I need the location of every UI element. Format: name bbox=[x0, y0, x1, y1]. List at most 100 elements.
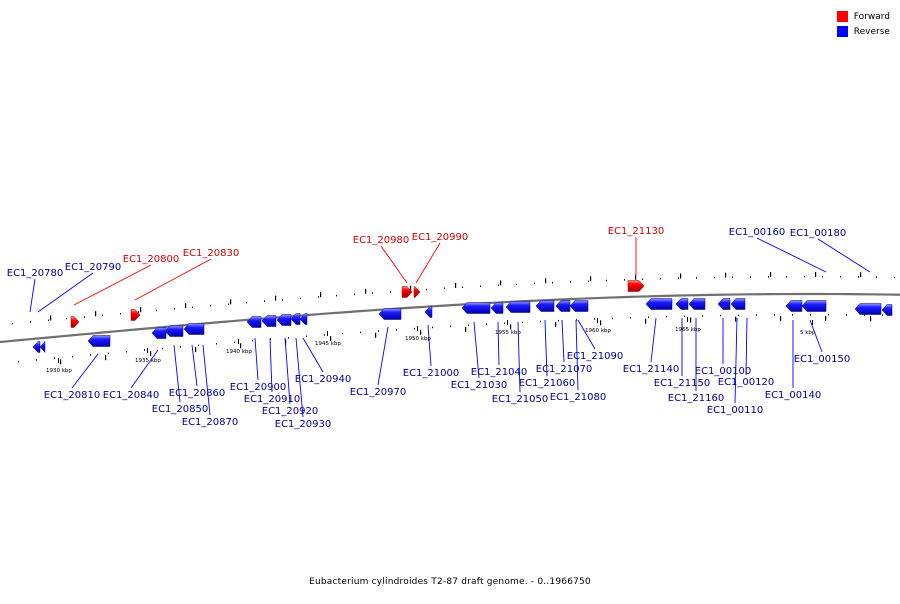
scale-label: 5 kbp bbox=[800, 330, 816, 336]
minor-tick-top bbox=[840, 276, 841, 278]
major-tick-top bbox=[860, 272, 862, 278]
reverse-gene-label: EC1_21060 bbox=[519, 378, 575, 389]
minor-tick-bottom bbox=[54, 357, 55, 360]
reverse-gene-label: EC1_20860 bbox=[169, 388, 225, 399]
reverse-gene-label: EC1_21030 bbox=[451, 380, 507, 391]
minor-tick-bottom bbox=[72, 355, 73, 358]
reverse-leader-line bbox=[650, 317, 657, 363]
reverse-gene bbox=[378, 308, 402, 320]
minor-tick-top bbox=[390, 291, 391, 293]
minor-tick-bottom bbox=[684, 315, 685, 318]
minor-tick-top bbox=[570, 281, 571, 283]
minor-tick-bottom bbox=[630, 317, 631, 319]
forward-gene bbox=[70, 316, 80, 328]
minor-tick-top bbox=[120, 312, 121, 315]
legend-label-forward: Forward bbox=[853, 11, 890, 22]
scale-tick bbox=[812, 320, 813, 325]
genome-caption: Eubacterium cylindroides T2-87 draft gen… bbox=[309, 577, 591, 587]
reverse-gene bbox=[555, 300, 571, 312]
reverse-gene-label: EC1_21070 bbox=[536, 364, 592, 375]
reverse-leader-line bbox=[575, 319, 579, 391]
legend-label-reverse: Reverse bbox=[853, 26, 890, 37]
forward-gene-label: EC1_20830 bbox=[183, 248, 239, 259]
scale-label: 1960 kbp bbox=[585, 328, 611, 334]
reverse-gene-label: EC1_20940 bbox=[295, 374, 351, 385]
minor-tick-bottom bbox=[468, 324, 469, 327]
minor-tick-bottom bbox=[360, 331, 361, 334]
reverse-leader-line bbox=[284, 337, 291, 405]
scale-label: 1950 kbp bbox=[405, 336, 431, 342]
reverse-gene bbox=[535, 300, 555, 312]
reverse-gene bbox=[424, 306, 433, 318]
reverse-gene-label: EC1_00110 bbox=[707, 405, 763, 416]
minor-tick-top bbox=[228, 303, 229, 305]
minor-tick-top bbox=[30, 321, 31, 323]
minor-tick-top bbox=[768, 276, 769, 278]
reverse-gene-label: EC1_21000 bbox=[403, 368, 459, 379]
reverse-swatch bbox=[836, 26, 848, 37]
minor-tick-top bbox=[246, 301, 247, 304]
reverse-leader-line bbox=[202, 344, 211, 416]
major-tick-top bbox=[50, 315, 52, 321]
minor-tick-top bbox=[480, 285, 481, 287]
scale-label: 1965 kbp bbox=[675, 327, 701, 333]
reverse-leader-line bbox=[71, 353, 99, 389]
reverse-gene bbox=[461, 302, 491, 314]
reverse-leader-line bbox=[37, 272, 94, 313]
minor-tick-bottom bbox=[846, 314, 847, 316]
major-tick-top bbox=[725, 272, 727, 278]
reverse-leader-line bbox=[173, 344, 181, 403]
minor-tick-top bbox=[462, 286, 463, 289]
major-tick-top bbox=[815, 272, 817, 278]
minor-tick-top bbox=[750, 276, 751, 278]
minor-tick-top bbox=[426, 288, 427, 291]
minor-tick-bottom bbox=[324, 334, 325, 336]
legend-item-forward: Forward bbox=[836, 9, 890, 24]
reverse-gene bbox=[688, 298, 706, 310]
minor-tick-top bbox=[318, 296, 319, 298]
reverse-gene bbox=[505, 301, 531, 313]
minor-tick-top bbox=[588, 280, 589, 282]
scale-tick bbox=[327, 331, 328, 336]
major-tick-bottom bbox=[330, 336, 332, 342]
minor-tick-top bbox=[534, 282, 535, 285]
reverse-leader-line bbox=[517, 321, 521, 393]
legend: Forward Reverse bbox=[836, 9, 890, 39]
minor-tick-top bbox=[156, 309, 157, 312]
minor-tick-top bbox=[552, 281, 553, 284]
reverse-leader-line bbox=[577, 319, 596, 350]
major-tick-bottom bbox=[735, 316, 737, 322]
reverse-gene-label: EC1_21040 bbox=[471, 367, 527, 378]
reverse-gene-label: EC1_20790 bbox=[65, 262, 121, 273]
reverse-gene-label: EC1_00140 bbox=[765, 390, 821, 401]
minor-tick-top bbox=[804, 276, 805, 278]
reverse-leader-line bbox=[817, 238, 871, 273]
reverse-leader-line bbox=[544, 319, 548, 377]
major-tick-top bbox=[140, 307, 142, 313]
minor-tick-top bbox=[642, 278, 643, 281]
major-tick-top bbox=[275, 295, 277, 301]
minor-tick-top bbox=[12, 322, 13, 325]
forward-leader-line bbox=[380, 245, 408, 284]
forward-swatch bbox=[836, 11, 848, 22]
major-tick-bottom bbox=[60, 359, 62, 365]
minor-tick-top bbox=[696, 277, 697, 279]
reverse-leader-line bbox=[254, 337, 259, 381]
minor-tick-top bbox=[66, 317, 67, 320]
major-tick-bottom bbox=[510, 324, 512, 330]
minor-tick-top bbox=[210, 304, 211, 307]
minor-tick-bottom bbox=[828, 314, 829, 316]
reverse-gene bbox=[854, 303, 882, 315]
minor-tick-bottom bbox=[540, 320, 541, 323]
major-tick-bottom bbox=[465, 326, 467, 332]
minor-tick-top bbox=[336, 294, 337, 297]
minor-tick-bottom bbox=[342, 332, 343, 335]
major-tick-bottom bbox=[555, 322, 557, 328]
reverse-gene-label: EC1_21090 bbox=[567, 351, 623, 362]
major-tick-bottom bbox=[780, 316, 782, 322]
major-tick-bottom bbox=[870, 316, 872, 322]
major-tick-bottom bbox=[150, 351, 152, 357]
minor-tick-bottom bbox=[612, 317, 613, 320]
scale-tick bbox=[147, 348, 148, 353]
reverse-gene bbox=[569, 300, 589, 312]
